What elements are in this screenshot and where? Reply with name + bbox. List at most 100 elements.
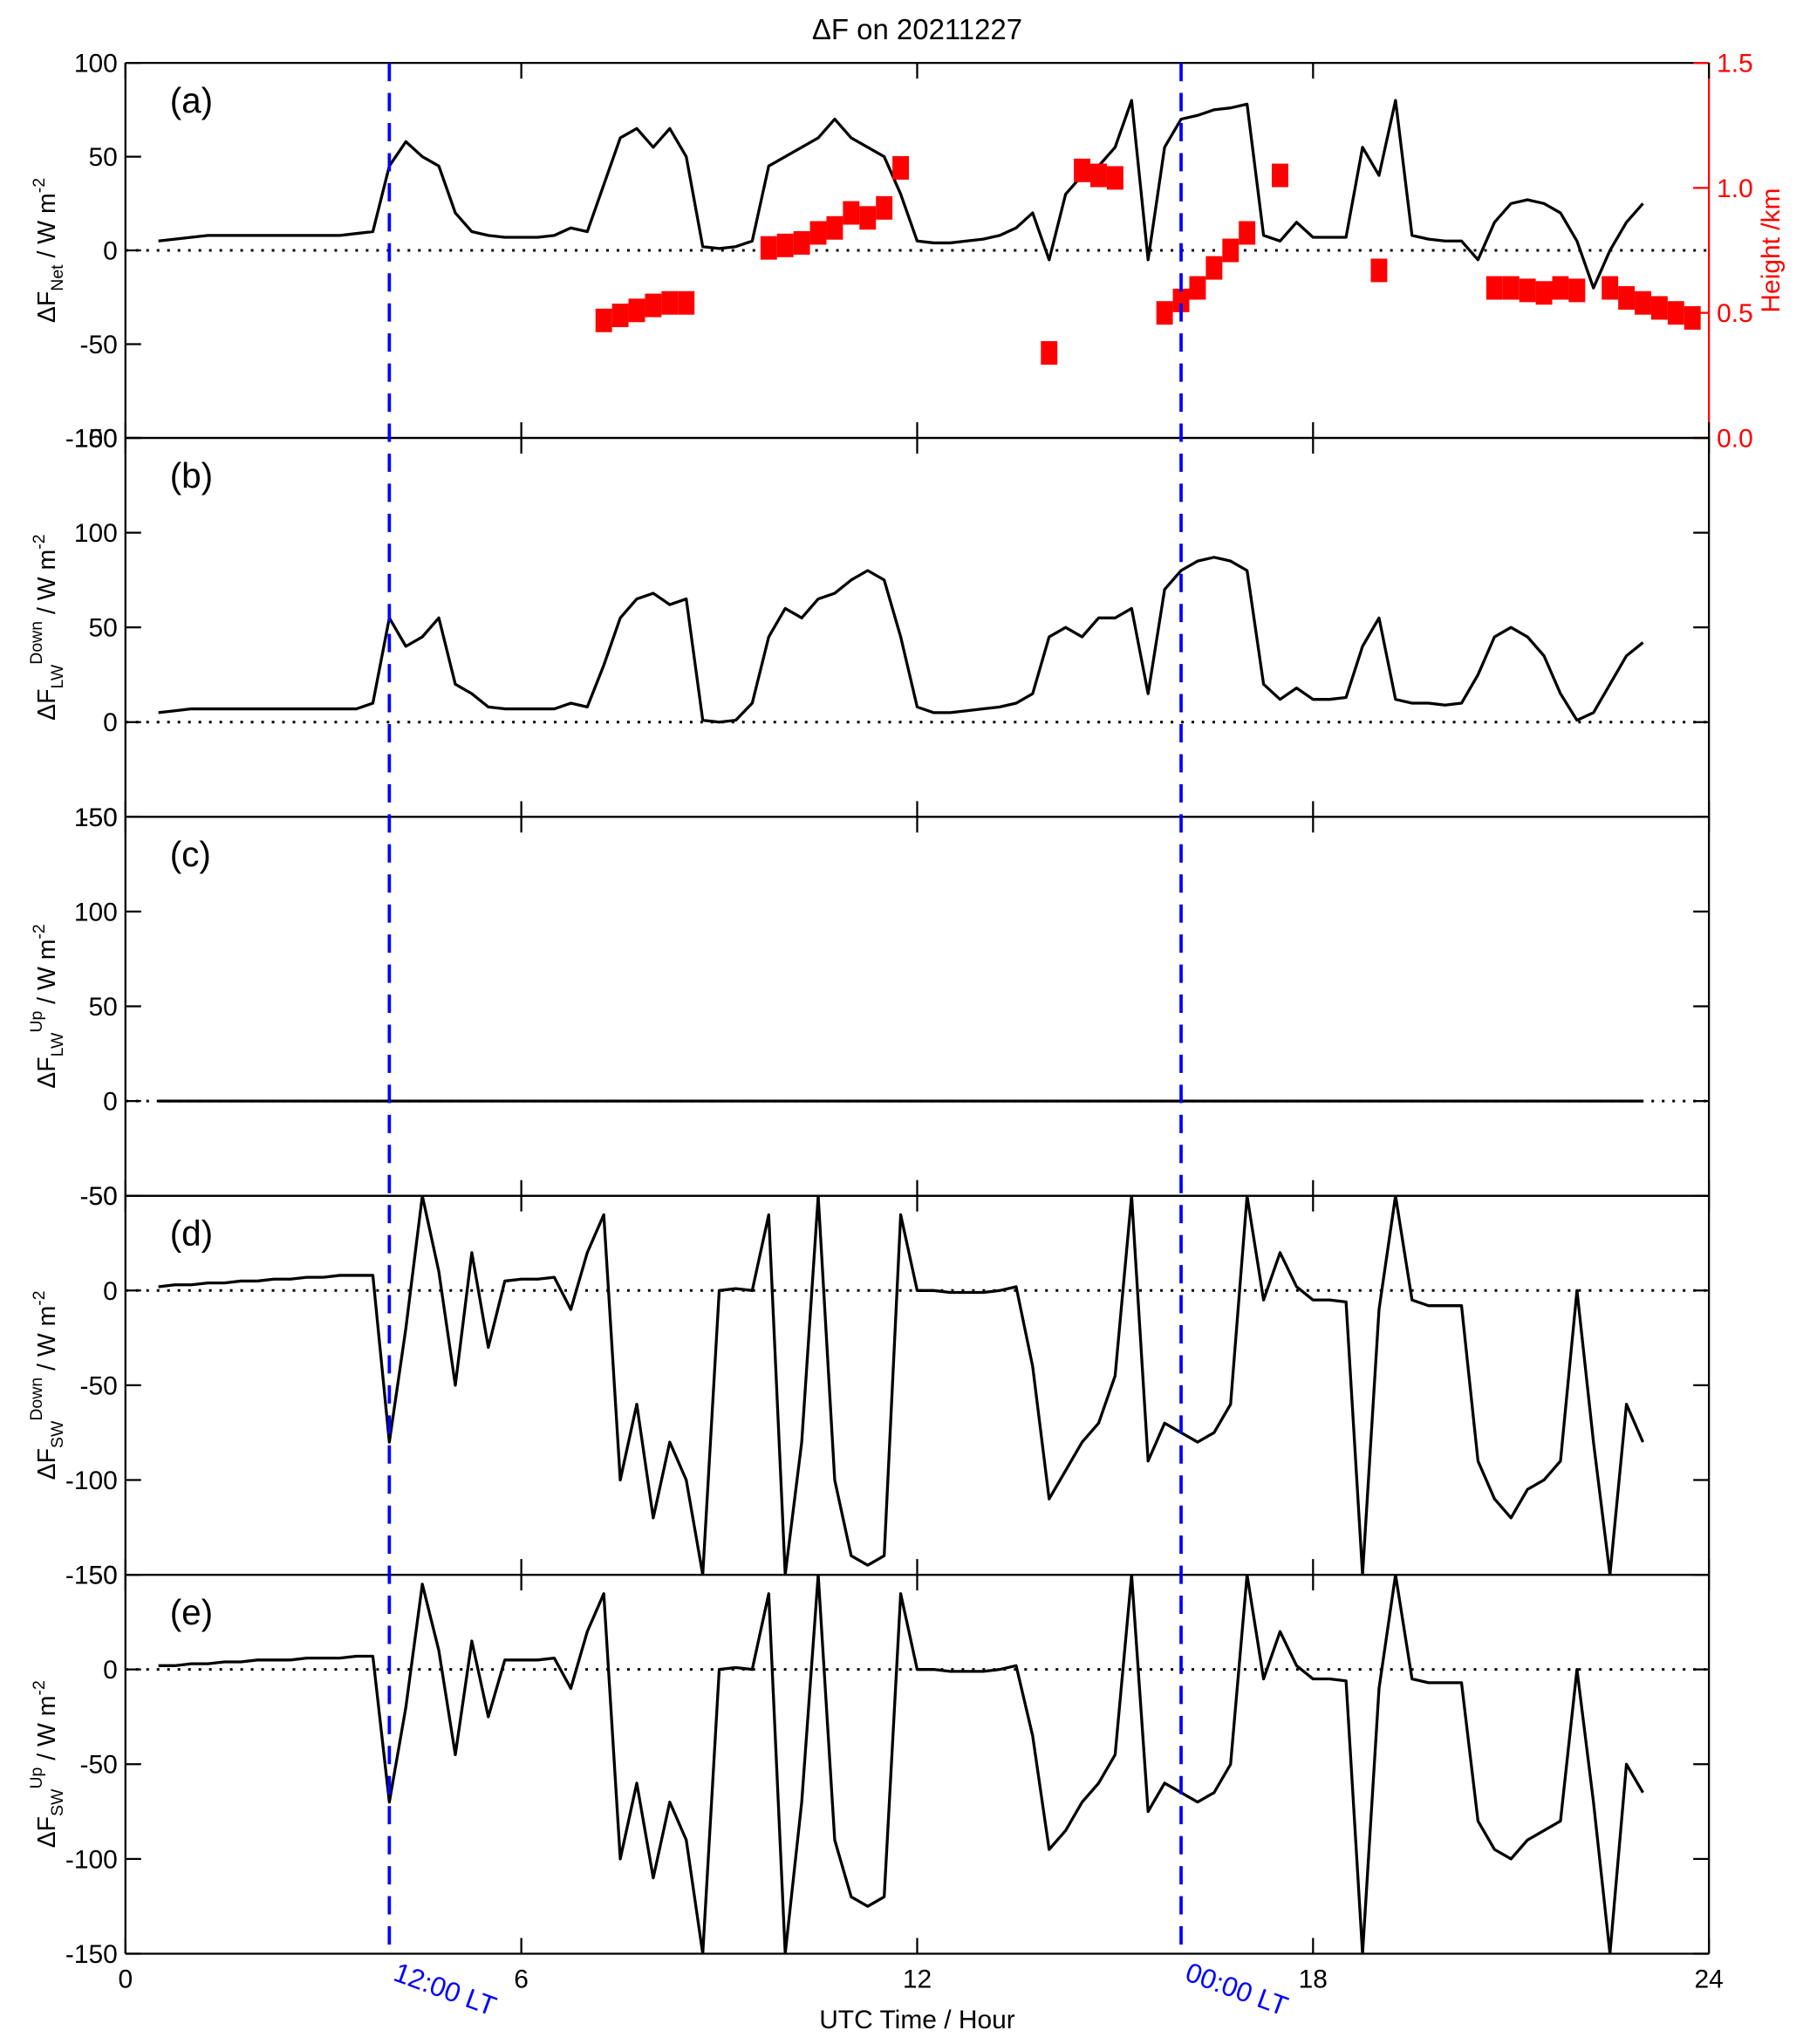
y-tick-label: 100 bbox=[74, 898, 118, 926]
x-tick-label: 6 bbox=[514, 1965, 529, 1993]
cloud-cell bbox=[859, 206, 877, 230]
cloud-cell bbox=[1667, 301, 1684, 325]
cloud-cell bbox=[1272, 163, 1288, 188]
chart-title: ΔF on 20211227 bbox=[812, 13, 1022, 45]
data-line bbox=[158, 1575, 1644, 1954]
panel-label: (b) bbox=[170, 455, 213, 496]
y-label-exp: -2 bbox=[30, 1290, 49, 1305]
y-label-exp: -2 bbox=[30, 1680, 49, 1695]
y-tick-label: 50 bbox=[88, 1182, 117, 1211]
cloud-cell bbox=[1485, 276, 1503, 300]
cloud-cell bbox=[1568, 278, 1586, 303]
y2-axis-label: Height /km bbox=[1757, 188, 1786, 312]
cloud-cell bbox=[892, 155, 910, 180]
data-line bbox=[158, 1195, 1645, 1576]
y-label-unit: / W m bbox=[33, 1696, 61, 1767]
y-tick-label: 100 bbox=[74, 50, 118, 79]
x-tick-label: 24 bbox=[1695, 1965, 1724, 1993]
cloud-cell bbox=[1635, 291, 1651, 315]
cloud-cell bbox=[1519, 278, 1536, 303]
y-label-sup: Down bbox=[27, 621, 46, 665]
cloud-cell bbox=[760, 236, 777, 260]
y-tick-label: 0 bbox=[103, 1088, 118, 1117]
y-label-base: ΔF bbox=[33, 291, 61, 323]
cloud-cell bbox=[876, 195, 893, 220]
y-label-sup: Down bbox=[27, 1377, 46, 1421]
cloud-cell bbox=[1041, 341, 1058, 366]
cloud-cell bbox=[1090, 163, 1107, 188]
y-tick-label: 0 bbox=[103, 1656, 118, 1685]
annotation-label: 00:00 LT bbox=[1182, 1957, 1292, 2022]
data-line bbox=[158, 556, 1644, 724]
y-tick-label: -150 bbox=[65, 1940, 118, 1969]
y-label-base: ΔF bbox=[33, 1816, 61, 1848]
cloud-cell bbox=[595, 308, 612, 332]
y-label-base: ΔF bbox=[33, 1448, 61, 1480]
y-label-sub: SW bbox=[48, 1788, 67, 1816]
y-tick-label: -50 bbox=[80, 1371, 118, 1400]
x-tick-label: 18 bbox=[1299, 1965, 1328, 1993]
y-axis-label: ΔFSWUp / W m-2 bbox=[27, 1680, 67, 1848]
y-label-base: ΔF bbox=[33, 688, 61, 720]
annotation-label: 12:00 LT bbox=[390, 1957, 500, 2022]
y-label-sub: SW bbox=[48, 1420, 67, 1448]
y-tick-label: 150 bbox=[74, 803, 118, 832]
y-tick-label: 0 bbox=[103, 708, 118, 737]
y-label-base: ΔF bbox=[33, 1056, 61, 1088]
x-tick-label: 12 bbox=[903, 1965, 932, 1993]
panel-label: (a) bbox=[170, 80, 213, 120]
y-tick-label: 50 bbox=[88, 614, 117, 643]
y-axis-label: ΔFSWDown / W m-2 bbox=[27, 1290, 67, 1480]
cloud-cell bbox=[1205, 256, 1223, 280]
y-axis-label: ΔFLWDown / W m-2 bbox=[27, 534, 67, 720]
y-tick-label: 50 bbox=[88, 1562, 117, 1590]
y-label-exp: -2 bbox=[30, 924, 49, 939]
cloud-cell bbox=[1618, 286, 1636, 310]
y2-tick-label: 0.0 bbox=[1717, 424, 1753, 453]
cloud-cell bbox=[1602, 276, 1619, 300]
cloud-cell bbox=[645, 293, 662, 318]
y-tick-label: 50 bbox=[88, 993, 117, 1022]
cloud-cell bbox=[826, 215, 843, 240]
y-label-sup: Up bbox=[27, 1767, 46, 1789]
cloud-cell bbox=[678, 291, 695, 315]
panel-label: (e) bbox=[170, 1592, 213, 1632]
y-label-unit: / W m bbox=[33, 193, 61, 264]
cloud-cell bbox=[809, 221, 827, 245]
y2-tick-label: 0.5 bbox=[1717, 299, 1753, 328]
y2-tick-label: 1.0 bbox=[1717, 174, 1753, 203]
x-axis-label: UTC Time / Hour bbox=[819, 2006, 1015, 2034]
cloud-cell bbox=[1650, 296, 1668, 320]
cloud-cell bbox=[843, 201, 860, 225]
panel-label: (c) bbox=[170, 834, 211, 874]
data-line bbox=[158, 99, 1644, 290]
cloud-cell bbox=[1535, 281, 1553, 305]
y-label-exp: -2 bbox=[30, 178, 49, 193]
y-axis-label: ΔFLWUp / W m-2 bbox=[27, 924, 67, 1088]
cloud-cell bbox=[661, 291, 679, 315]
cloud-cell bbox=[628, 298, 645, 323]
y-label-sup: Up bbox=[27, 1011, 46, 1033]
y-tick-label: -100 bbox=[65, 1466, 118, 1495]
cloud-cell bbox=[1222, 238, 1240, 263]
y-label-sub: Net bbox=[48, 264, 67, 291]
y-tick-label: 0 bbox=[103, 1277, 118, 1306]
cloud-cell bbox=[1189, 276, 1206, 300]
cloud-cell bbox=[1106, 166, 1123, 190]
cloud-cell bbox=[1370, 258, 1388, 283]
cloud-cell bbox=[1552, 276, 1569, 300]
y-tick-label: -100 bbox=[65, 424, 118, 453]
cloud-cell bbox=[1683, 305, 1701, 330]
cloud-cell bbox=[776, 233, 794, 257]
y-label-sub: LW bbox=[48, 1032, 67, 1056]
y-tick-label: -50 bbox=[80, 1182, 118, 1211]
panel-label: (d) bbox=[170, 1213, 213, 1254]
x-tick-label: 0 bbox=[118, 1965, 133, 1993]
y-tick-label: -50 bbox=[80, 1751, 118, 1780]
y-label-unit: / W m bbox=[33, 940, 61, 1011]
y-tick-label: -100 bbox=[65, 1845, 118, 1874]
y-tick-label: -50 bbox=[80, 331, 118, 359]
cloud-cell bbox=[793, 230, 810, 255]
y2-tick-label: 1.5 bbox=[1717, 50, 1753, 79]
